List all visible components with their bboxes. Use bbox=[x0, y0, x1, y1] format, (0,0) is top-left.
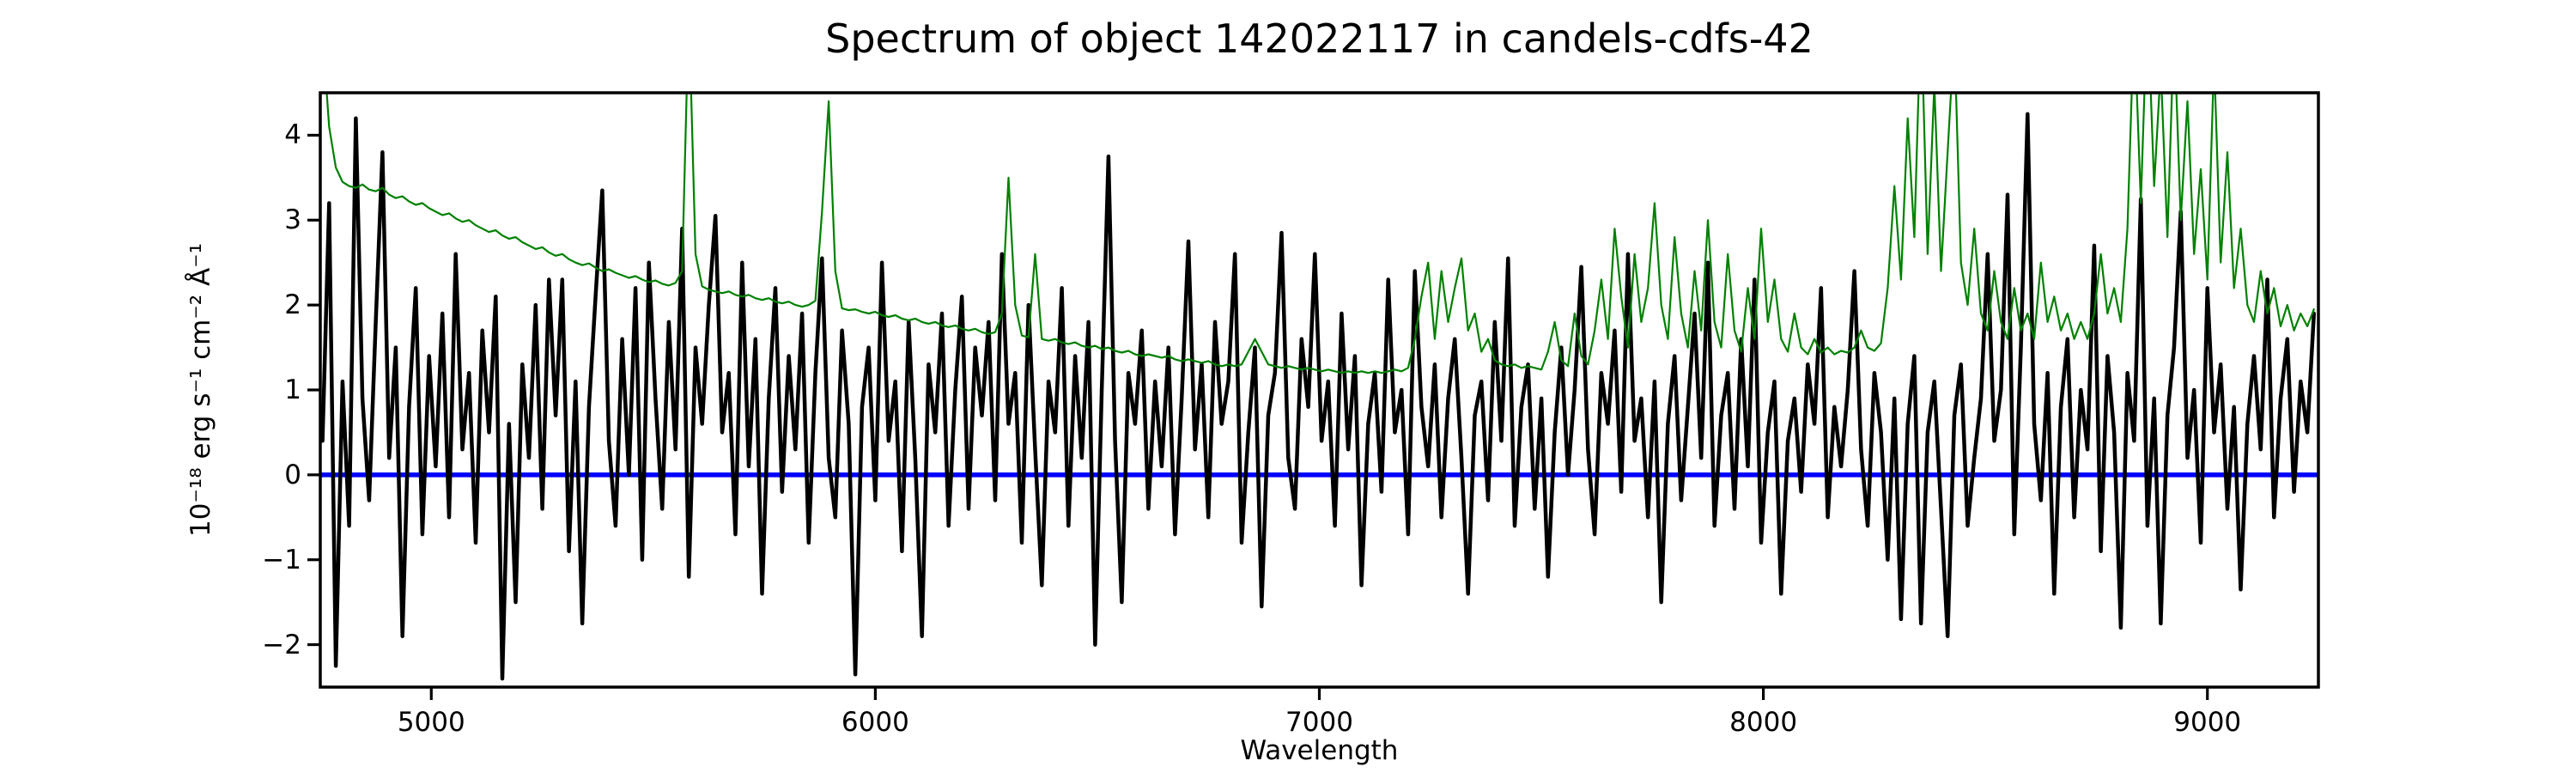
y-tick-label: 4 bbox=[284, 119, 301, 151]
y-tick-label: 2 bbox=[284, 289, 301, 321]
flux-spectrum-line bbox=[320, 112, 2317, 681]
y-tick-label: 3 bbox=[284, 204, 301, 236]
y-tick-label: 1 bbox=[284, 374, 301, 405]
y-tick-label: −2 bbox=[262, 629, 301, 660]
x-axis-label: Wavelength bbox=[1240, 735, 1399, 766]
noise-spectrum-line bbox=[325, 93, 2315, 374]
axis-tick-marks bbox=[307, 133, 2209, 700]
x-tick-label: 8000 bbox=[1729, 707, 1798, 738]
y-axis-label: 10⁻¹⁸ erg s⁻¹ cm⁻² Å⁻¹ bbox=[185, 243, 216, 537]
x-tick-label: 9000 bbox=[2173, 707, 2242, 738]
y-tick-label: −1 bbox=[262, 544, 301, 575]
x-tick-label: 7000 bbox=[1285, 707, 1353, 738]
x-tick-label: 5000 bbox=[397, 707, 465, 738]
y-tick-label: 0 bbox=[284, 459, 301, 490]
plot-title: Spectrum of object 142022117 in candels-… bbox=[825, 15, 1814, 62]
x-tick-label: 6000 bbox=[841, 707, 909, 738]
axes-frame bbox=[319, 91, 2320, 689]
